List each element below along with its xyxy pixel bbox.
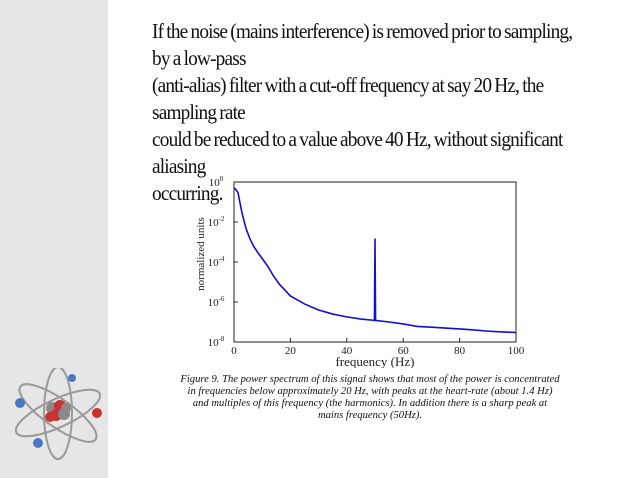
power-spectrum-chart: 0 20 40 60 80 100 10-8 10-6 10-4 10-2 100 frequenc… bbox=[195, 175, 525, 368]
y-tick-label: 10-8 bbox=[208, 335, 225, 349]
x-axis-label: frequency (Hz) bbox=[335, 354, 414, 368]
series-layer bbox=[233, 187, 517, 334]
x-tick-label: 20 bbox=[285, 345, 297, 357]
left-sidebar-panel bbox=[0, 0, 108, 478]
y-tick-label: 10-6 bbox=[208, 295, 225, 309]
figure-caption: Figure 9. The power spectrum of this sig… bbox=[180, 374, 560, 421]
slide-paragraph: If the noise (mains interference) is rem… bbox=[152, 19, 573, 205]
y-axis-label: normalized units bbox=[195, 217, 207, 291]
tick-layer: 0 20 40 60 80 100 10-8 10-6 10-4 10-2 100 bbox=[208, 175, 525, 357]
y-tick-label: 100 bbox=[209, 175, 224, 189]
y-tick-label: 10-2 bbox=[208, 215, 225, 229]
atom-icon bbox=[14, 368, 102, 460]
x-tick-label: 0 bbox=[231, 345, 237, 357]
x-tick-label: 80 bbox=[454, 345, 466, 357]
series-line-0 bbox=[233, 187, 517, 334]
y-tick-label: 10-4 bbox=[208, 255, 225, 269]
x-tick-label: 40 bbox=[341, 345, 353, 357]
x-tick-label: 100 bbox=[508, 345, 525, 357]
x-tick-label: 60 bbox=[398, 345, 410, 357]
